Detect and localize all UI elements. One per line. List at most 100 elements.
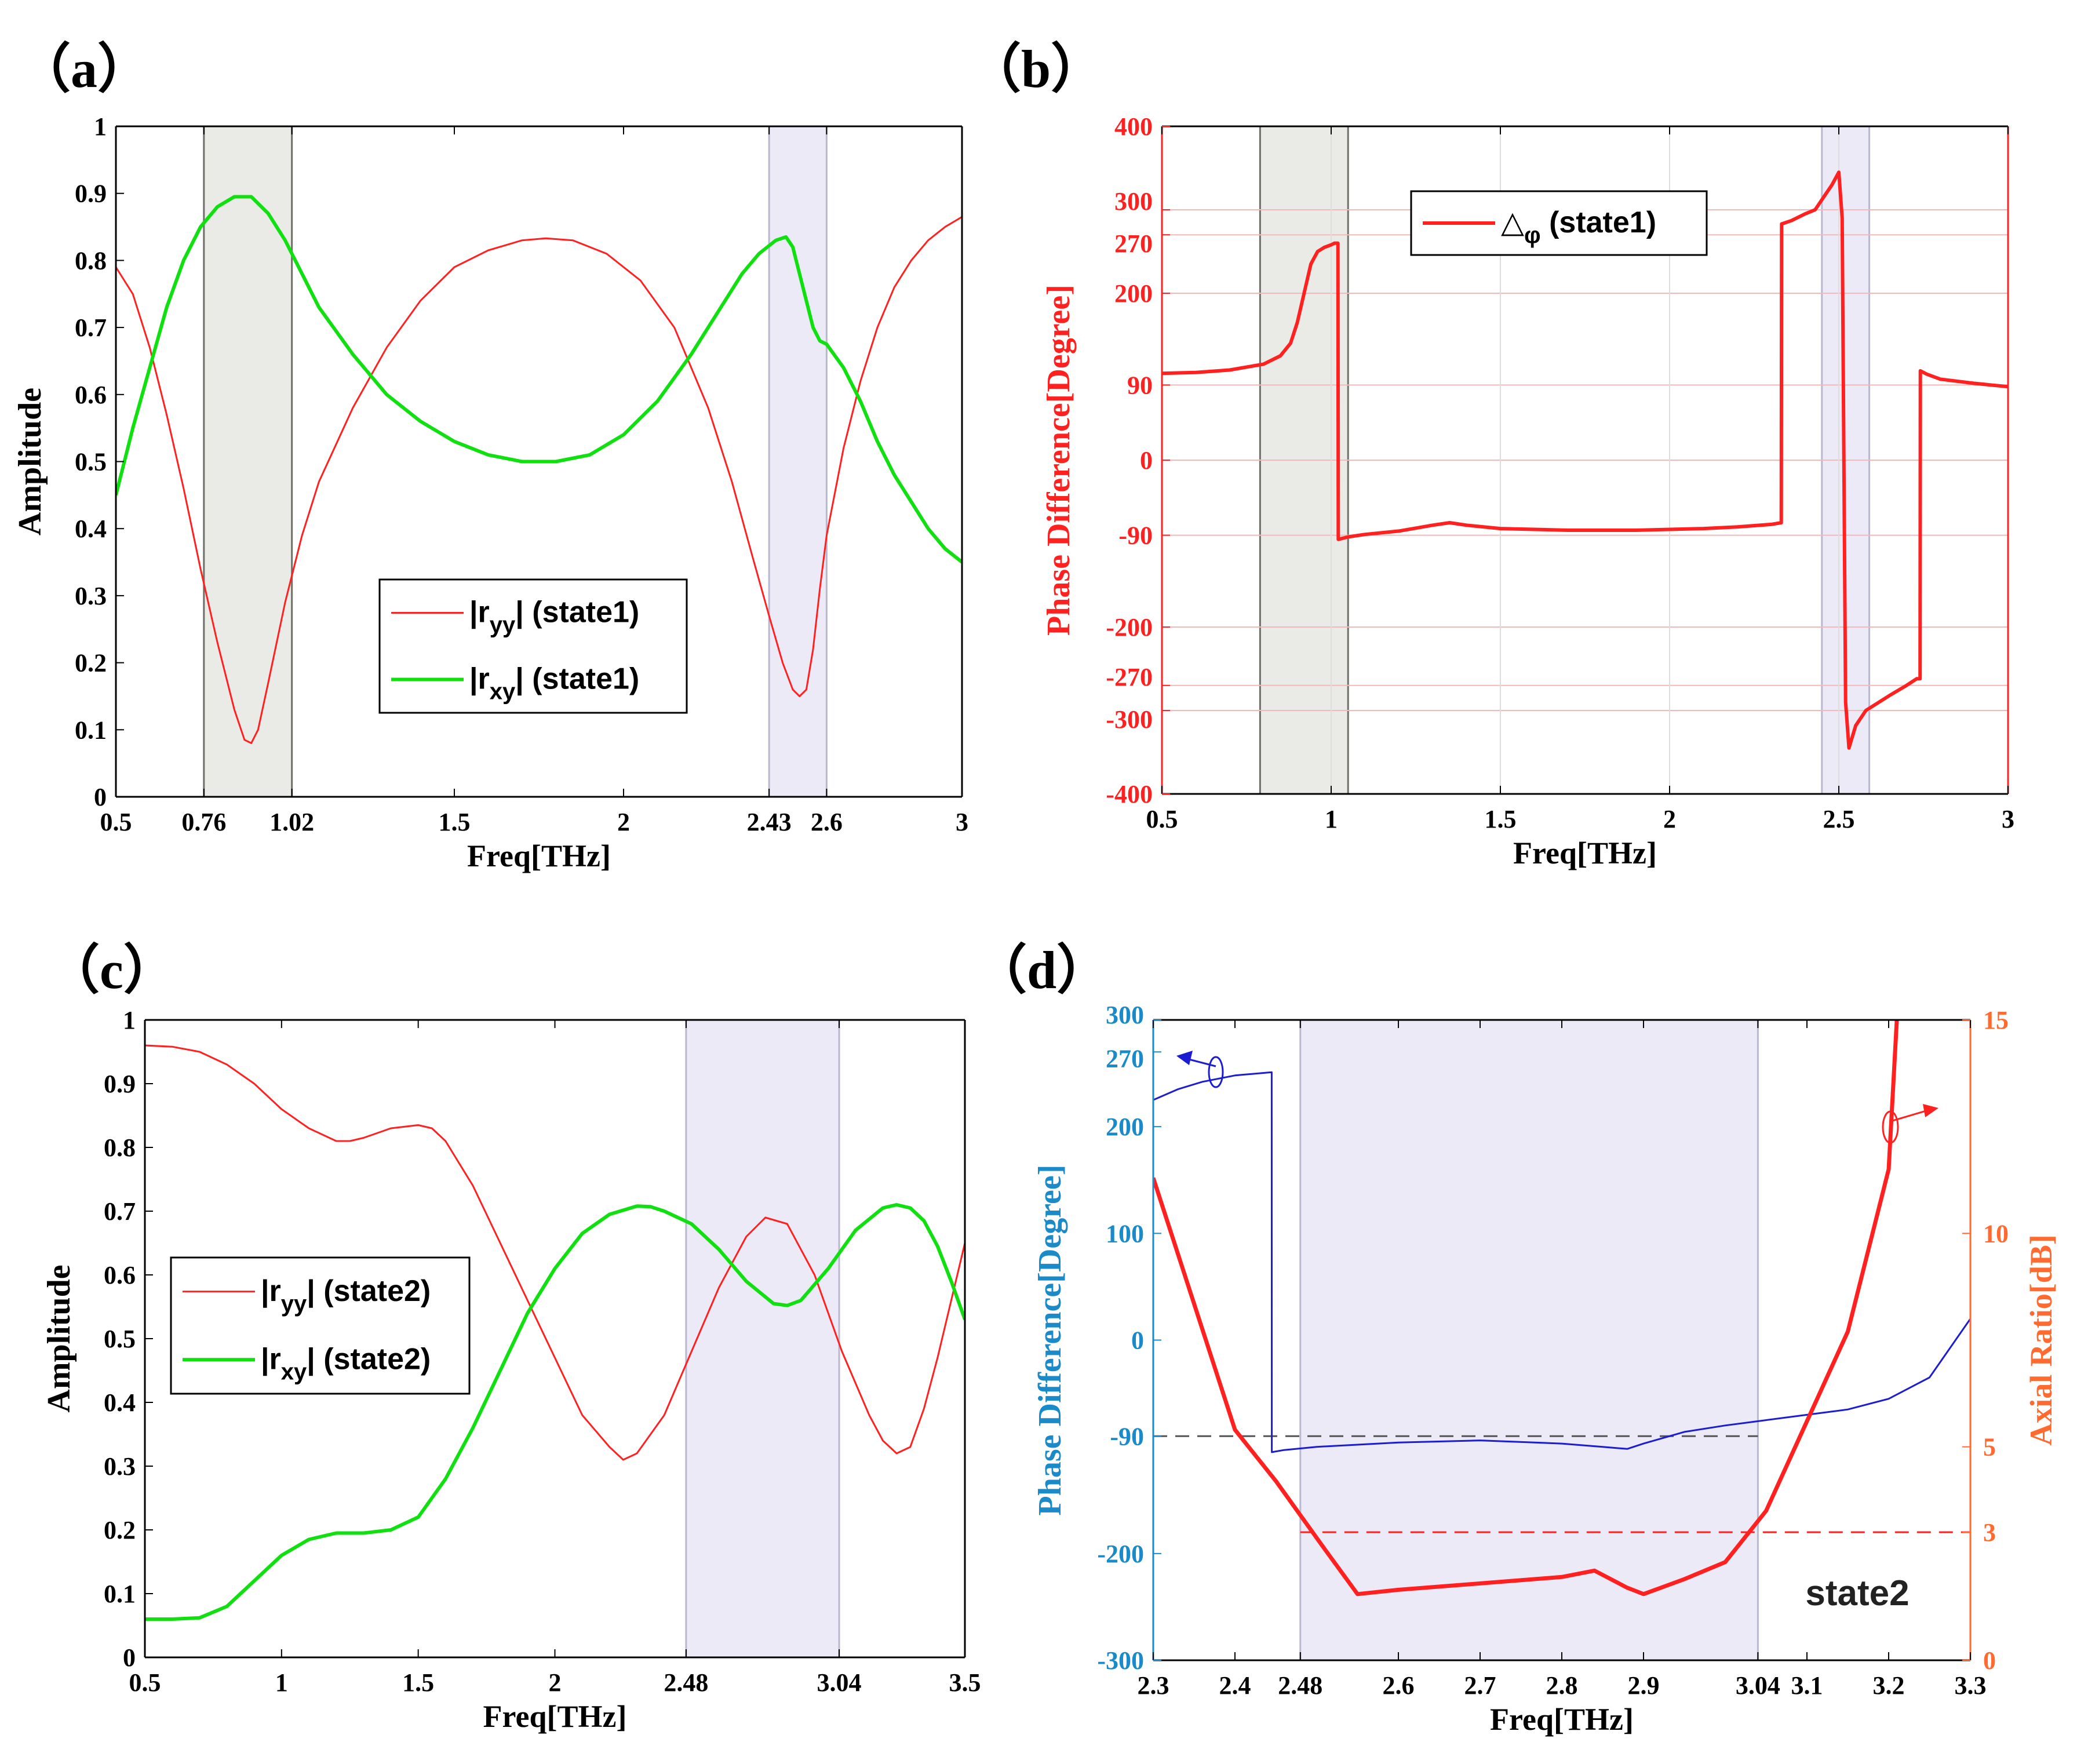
y-tick-label: 0.4: [75, 515, 107, 543]
shaded-band-1: [203, 125, 293, 798]
y-tick-label: 200: [1106, 1113, 1144, 1141]
legend-box: [378, 578, 688, 714]
x-tick-label: 3: [956, 808, 968, 836]
y-tick-label: 0.7: [104, 1197, 136, 1226]
legend-label: |rxy| (state1): [469, 662, 639, 705]
x-tick-label: 2: [549, 1668, 562, 1697]
x-tick-label: 3: [2002, 805, 2014, 833]
x-tick-label: 2.8: [1546, 1671, 1578, 1700]
panel-label-b: （b）: [968, 39, 1104, 99]
x-tick-label: 2: [617, 808, 630, 836]
chart-a: 0.5 0.76 1.02 1.5 2 2.43 2.6 3 Freq[THz] 0 0.1 0.2 0…: [12, 112, 968, 873]
axis-indicator-ellipse: [1882, 1110, 1899, 1144]
panel-label-a: （a）: [17, 39, 151, 99]
y-tick-label: 0.3: [75, 582, 107, 610]
y-tick-label: -90: [1110, 1422, 1144, 1450]
legend-label: |rxy| (state2): [261, 1342, 431, 1384]
series-line-2: [116, 195, 962, 564]
x-tick-label: 0.5: [129, 1668, 161, 1697]
x-tick-label: 2.7: [1464, 1671, 1496, 1700]
y-tick-label: 0.2: [75, 649, 107, 677]
x-tick-label: 3.1: [1791, 1671, 1823, 1700]
y-tick-label: -200: [1106, 613, 1153, 642]
y-tick-label: 0: [1140, 446, 1153, 475]
y-axis-label: Phase Difference[Degree]: [1032, 1165, 1068, 1516]
x-tick-label: 2.48: [1278, 1671, 1322, 1700]
axis-indicator-arrowhead: [1923, 1104, 1938, 1117]
panel-label-d: （d）: [974, 941, 1110, 1000]
y-tick-label: 200: [1114, 279, 1153, 308]
y-tick-label: -270: [1106, 663, 1153, 691]
y-right-tick-label: 0: [1983, 1646, 1996, 1675]
series-line-1: [1153, 1071, 1970, 1453]
x-tick-label: 2.48: [664, 1668, 708, 1697]
chart-c: 0.5 1 1.5 2 2.48 3.04 3.5 Freq[THz] 0 0.1 0.2 0.3 0.…: [41, 1006, 981, 1734]
y-right-tick-label: 15: [1983, 1006, 2009, 1034]
x-tick-label: 3.5: [949, 1668, 981, 1697]
panel-label-c: （c）: [46, 941, 177, 1000]
y-axis-label: Amplitude: [12, 388, 48, 535]
y-tick-label: 0.2: [104, 1516, 136, 1544]
y-tick-label: 0.4: [104, 1388, 136, 1417]
chart-d: 2.3 2.4 2.48 2.6 2.7 2.8 2.9 3.04 3.1 3.2 3.3 Freq[…: [1032, 1001, 2058, 1737]
x-tick-label: 1.5: [402, 1668, 434, 1697]
axis-indicator-arrowhead: [1176, 1051, 1193, 1065]
y-tick-label: 0.6: [104, 1261, 136, 1289]
y-tick-label: -200: [1097, 1540, 1144, 1568]
series-line-1: [116, 216, 962, 744]
y-tick-label: 0.1: [104, 1580, 136, 1608]
x-tick-label: 2.3: [1138, 1671, 1169, 1700]
legend-label: △φ (state1): [1501, 206, 1656, 248]
y-tick-label: 400: [1114, 112, 1153, 141]
y-right-tick-label: 5: [1983, 1433, 1996, 1462]
shaded-band-1: [1299, 1019, 1759, 1661]
y-tick-label: 0.9: [104, 1070, 136, 1098]
x-tick-label: 2: [1663, 805, 1676, 833]
y-tick-label: 0.3: [104, 1452, 136, 1481]
shaded-band-1: [685, 1019, 840, 1659]
series-line-1: [1162, 170, 2008, 750]
x-tick-label: 3.3: [1955, 1671, 1987, 1700]
x-tick-label: 3.2: [1873, 1671, 1905, 1700]
y-tick-label: 0.5: [104, 1325, 136, 1353]
series-line-1: [145, 1044, 965, 1461]
y-axis-label: Amplitude: [41, 1264, 77, 1412]
y-tick-label: -90: [1118, 522, 1153, 550]
y-tick-label: 300: [1114, 187, 1153, 216]
y-tick-label: -400: [1106, 780, 1153, 808]
x-tick-label: 1.02: [269, 808, 314, 836]
x-tick-label: 3.04: [817, 1668, 862, 1697]
y-tick-label: 270: [1114, 229, 1153, 258]
y-tick-label: 0.9: [75, 180, 107, 208]
x-tick-label: 2.6: [811, 808, 843, 836]
y-axis-label: Phase Difference[Degree]: [1041, 285, 1077, 636]
x-tick-label: 0.5: [1146, 805, 1178, 833]
state-annotation: state2: [1805, 1573, 1909, 1613]
x-axis-label: Freq[THz]: [1513, 836, 1657, 870]
y-tick-label: -300: [1106, 705, 1153, 734]
y-tick-label: 1: [123, 1006, 136, 1034]
y-tick-label: 1: [94, 112, 107, 141]
y-tick-label: 0.8: [104, 1134, 136, 1162]
legend-label: |ryy| (state2): [261, 1274, 431, 1317]
x-axis-label: Freq[THz]: [483, 1699, 627, 1734]
y-tick-label: 0.7: [75, 314, 107, 342]
x-tick-label: 2.5: [1823, 805, 1855, 833]
y-right-tick-label: 10: [1983, 1219, 2009, 1248]
series-line-2: [1153, 1020, 1899, 1597]
shaded-band-2: [768, 125, 828, 798]
legend-label: |ryy| (state1): [469, 596, 639, 638]
x-tick-label: 1.5: [1485, 805, 1517, 833]
y-tick-label: 0.5: [75, 448, 107, 476]
y-tick-label: 270: [1106, 1044, 1144, 1073]
y-right-tick-label: 3: [1983, 1518, 1996, 1547]
y-tick-label: 0.8: [75, 246, 107, 275]
series-line-2: [145, 1203, 965, 1621]
x-tick-label: 2.4: [1219, 1671, 1251, 1700]
y-tick-label: 90: [1127, 371, 1153, 399]
chart-b: 0.5 1 1.5 2 2.5 3 Freq[THz] -400 -300 -270 -200 -90…: [1041, 112, 2014, 870]
x-tick-label: 2.6: [1383, 1671, 1415, 1700]
x-tick-label: 2.9: [1628, 1671, 1660, 1700]
x-tick-label: 0.5: [100, 808, 132, 836]
y-tick-label: 100: [1106, 1219, 1144, 1248]
